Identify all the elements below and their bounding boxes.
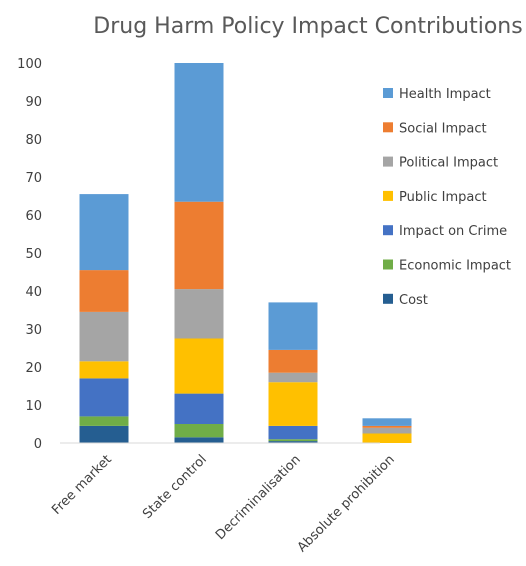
legend-label-economic-impact: Economic Impact (399, 259, 511, 274)
bar-decriminalisation-cost (268, 441, 318, 443)
y-tick-label: 100 (17, 57, 42, 72)
legend-swatch-economic-impact (383, 259, 393, 270)
x-tick-label: Decriminalisation (213, 452, 304, 543)
bar-absolute-prohibition-public-impact (362, 433, 412, 443)
bar-free-market-health-impact (79, 194, 129, 271)
bar-state-control-political-impact (174, 289, 224, 339)
legend-swatch-social-impact (383, 122, 393, 133)
bar-free-market-economic-impact (79, 416, 129, 426)
bar-absolute-prohibition-health-impact (362, 418, 412, 426)
legend-label-cost: Cost (399, 293, 428, 308)
x-axis: Free market State control Decriminalisatio… (49, 452, 398, 555)
bar-state-control-social-impact (174, 201, 224, 290)
bars-group (79, 63, 412, 443)
bar-decriminalisation-social-impact (268, 349, 318, 373)
bar-decriminalisation-public-impact (268, 382, 318, 426)
bar-decriminalisation-economic-impact (268, 439, 318, 442)
y-tick-label: 80 (25, 133, 42, 148)
legend-swatch-impact-on-crime (383, 225, 393, 236)
bar-state-control-economic-impact (174, 424, 224, 438)
legend: Health Impact Social Impact Political Impa… (383, 87, 511, 308)
bar-decriminalisation-impact-on-crime (268, 425, 318, 440)
x-tick-label: State control (140, 452, 210, 522)
legend-swatch-political-impact (383, 156, 393, 167)
legend-label-health-impact: Health Impact (399, 87, 491, 102)
legend-label-impact-on-crime: Impact on Crime (399, 224, 507, 239)
chart-title: Drug Harm Policy Impact Contributions (93, 14, 522, 39)
y-tick-label: 70 (25, 171, 42, 186)
y-tick-label: 30 (25, 323, 42, 338)
legend-swatch-cost (383, 293, 393, 304)
legend-swatch-public-impact (383, 190, 393, 201)
bar-free-market-cost (79, 425, 129, 443)
y-tick-label: 90 (25, 95, 42, 110)
y-tick-label: 50 (25, 247, 42, 262)
bar-state-control-health-impact (174, 63, 224, 202)
bar-free-market-public-impact (79, 361, 129, 379)
bar-absolute-prohibition-political-impact (362, 427, 412, 434)
y-tick-label: 10 (25, 399, 42, 414)
bar-free-market-political-impact (79, 311, 129, 362)
legend-label-public-impact: Public Impact (399, 190, 487, 205)
bar-state-control-impact-on-crime (174, 393, 224, 424)
bar-absolute-prohibition-social-impact (362, 425, 412, 428)
bar-decriminalisation-political-impact (268, 372, 318, 383)
x-tick-label: Free market (49, 452, 115, 518)
y-tick-label: 60 (25, 209, 42, 224)
y-tick-label: 0 (34, 437, 42, 452)
legend-swatch-health-impact (383, 88, 393, 98)
bar-free-market-social-impact (79, 270, 129, 312)
y-tick-label: 20 (25, 361, 42, 376)
bar-free-market-impact-on-crime (79, 378, 129, 417)
y-tick-label: 40 (25, 285, 42, 300)
bar-state-control-public-impact (174, 338, 224, 394)
bar-state-control-cost (174, 437, 224, 443)
legend-label-social-impact: Social Impact (399, 121, 487, 136)
y-axis: 0 10 20 30 40 50 60 70 80 90 100 (17, 57, 42, 452)
legend-label-political-impact: Political Impact (399, 156, 498, 171)
x-tick-label: Absolute prohibition (295, 452, 398, 555)
bar-decriminalisation-health-impact (268, 302, 318, 350)
